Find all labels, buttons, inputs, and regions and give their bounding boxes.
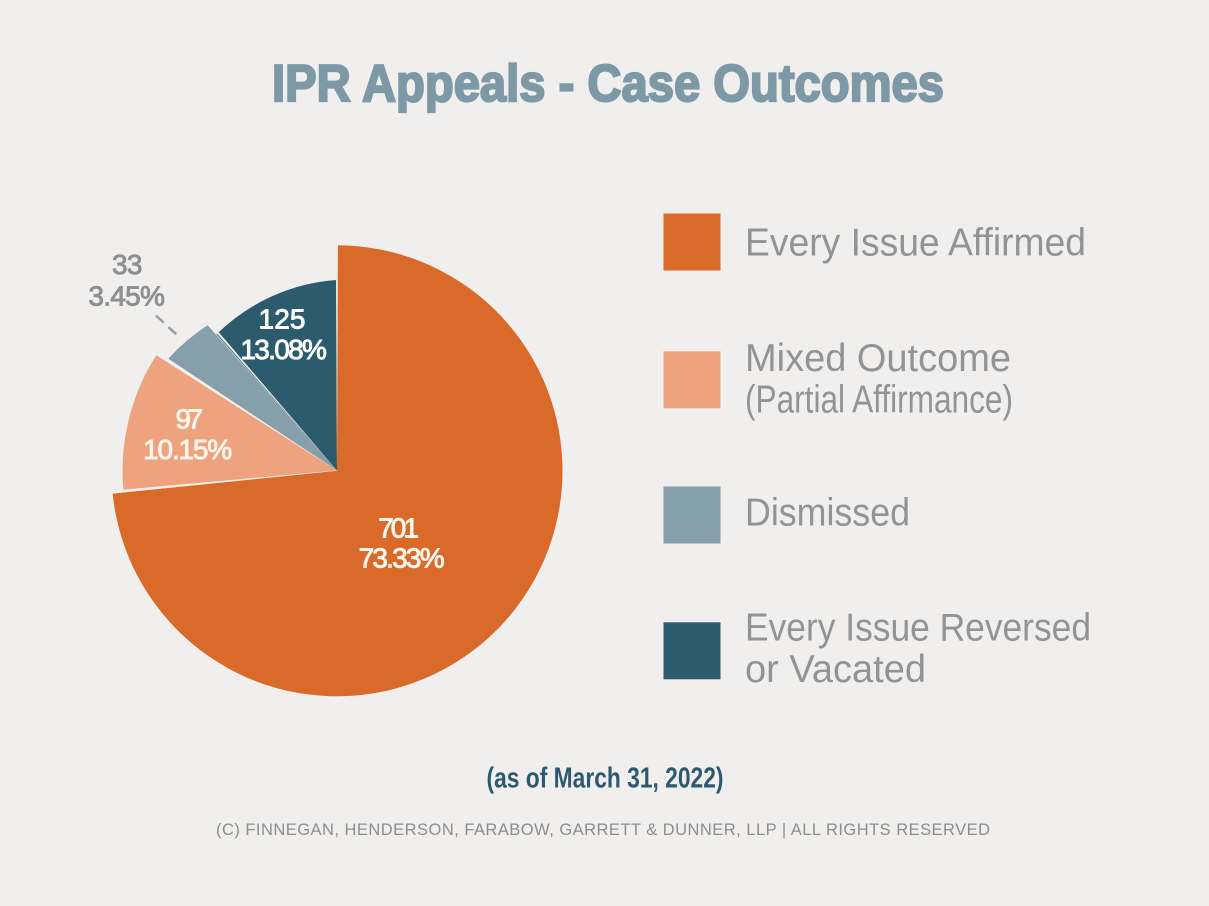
- svg-text:Every Issue Affirmed: Every Issue Affirmed: [745, 221, 1086, 264]
- svg-text:Mixed Outcome: Mixed Outcome: [745, 337, 1011, 380]
- svg-text:3.45%: 3.45%: [88, 280, 165, 311]
- svg-text:125: 125: [259, 303, 306, 334]
- svg-text:or Vacated: or Vacated: [745, 648, 926, 691]
- svg-text:10.15%: 10.15%: [143, 434, 232, 465]
- svg-text:(C) FINNEGAN, HENDERSON, FARAB: (C) FINNEGAN, HENDERSON, FARABOW, GARRET…: [216, 821, 990, 839]
- svg-text:Dismissed: Dismissed: [745, 492, 910, 535]
- svg-text:97: 97: [175, 404, 203, 435]
- svg-text:701: 701: [378, 512, 419, 543]
- svg-text:(as of March 31, 2022): (as of March 31, 2022): [487, 762, 724, 794]
- svg-text:73.33%: 73.33%: [359, 543, 445, 574]
- svg-text:IPR Appeals - Case Outcomes: IPR Appeals - Case Outcomes: [272, 55, 944, 113]
- svg-text:Every Issue Reversed: Every Issue Reversed: [745, 607, 1091, 650]
- svg-text:13.08%: 13.08%: [240, 334, 327, 365]
- svg-text:(Partial Affirmance): (Partial Affirmance): [745, 378, 1013, 421]
- svg-text:33: 33: [112, 249, 143, 280]
